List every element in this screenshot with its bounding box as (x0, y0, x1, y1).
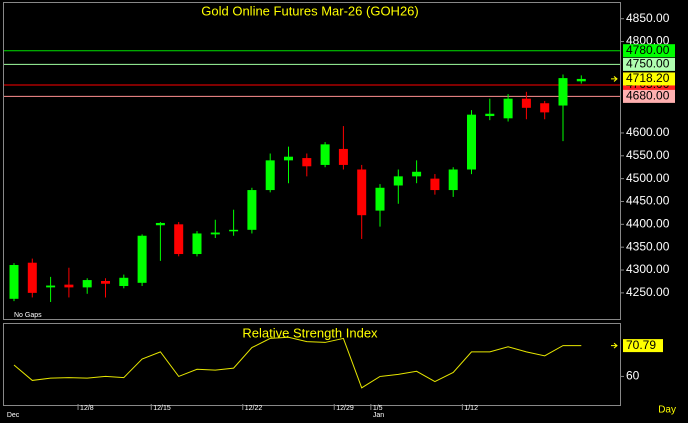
candle-body (192, 233, 202, 255)
candle-body (174, 224, 184, 255)
candle-body (265, 160, 275, 191)
candle-body (448, 169, 458, 191)
candle-body (503, 98, 513, 119)
candle-body (46, 285, 56, 288)
chart-title: Gold Online Futures Mar-26 (GOH26) (201, 3, 418, 18)
x-tick-label: 12/8 (80, 405, 94, 412)
candle-body (430, 178, 440, 191)
candle-body (467, 114, 476, 170)
x-tick-label: 1/12 (464, 405, 478, 412)
level-label: 4680.00 (626, 89, 670, 103)
level-label: 4780.00 (626, 43, 670, 57)
candle-body (302, 158, 312, 167)
rsi-line (13, 336, 582, 389)
candle-body (320, 144, 330, 165)
candle-body (576, 78, 586, 82)
last-label: 4718.20 (626, 71, 670, 85)
price-panel (3, 2, 621, 320)
candle-body (284, 156, 293, 161)
candle-body (27, 262, 37, 293)
last-box (623, 72, 675, 86)
last-arrow (611, 342, 618, 349)
x-axis-label: Day (658, 405, 676, 416)
last-label: 70.79 (626, 338, 656, 352)
candle-body (412, 171, 422, 177)
candle-body (119, 277, 129, 287)
month-label: Dec (7, 412, 20, 419)
candle-body (82, 280, 92, 288)
candle-body (558, 78, 568, 106)
candle-body (393, 176, 403, 186)
x-tick-label: 1/5 (373, 405, 383, 412)
x-tick-label: 12/15 (153, 405, 171, 412)
x-tick-label: 12/22 (245, 405, 263, 412)
candle-body (101, 280, 110, 284)
y-tick-label: 4250.00 (626, 285, 670, 299)
rsi-title: Relative Strength Index (242, 325, 378, 340)
y-tick-label: 60 (626, 369, 640, 383)
y-tick-label: 4500.00 (626, 171, 670, 185)
candle-body (338, 148, 348, 165)
candle-body (375, 187, 385, 211)
candle-body (155, 222, 165, 226)
level-label: 4750.00 (626, 57, 670, 71)
candle-body (9, 264, 19, 299)
y-tick-label: 4450.00 (626, 194, 670, 208)
y-tick-label: 4550.00 (626, 148, 670, 162)
y-tick-label: 4300.00 (626, 262, 670, 276)
y-tick-label: 4350.00 (626, 239, 670, 253)
y-tick-label: 4400.00 (626, 217, 670, 231)
level-box (623, 57, 675, 71)
level-box (623, 44, 675, 58)
last-box (623, 339, 663, 353)
candle-body (229, 229, 239, 232)
y-tick-label: 4600.00 (626, 125, 670, 139)
x-tick-label: 12/29 (336, 405, 354, 412)
level-box (623, 89, 675, 103)
note: No Gaps (14, 312, 42, 319)
candle-body (210, 232, 220, 235)
candle-body (540, 103, 550, 113)
y-tick-label: 4850.00 (626, 11, 670, 25)
candle-body (485, 113, 495, 117)
candle-body (64, 284, 74, 288)
candle-body (247, 190, 257, 230)
month-label: Jan (373, 412, 384, 419)
last-arrow (611, 76, 618, 82)
candle-body (137, 235, 147, 283)
candle-body (521, 98, 531, 108)
candle-body (357, 169, 367, 216)
